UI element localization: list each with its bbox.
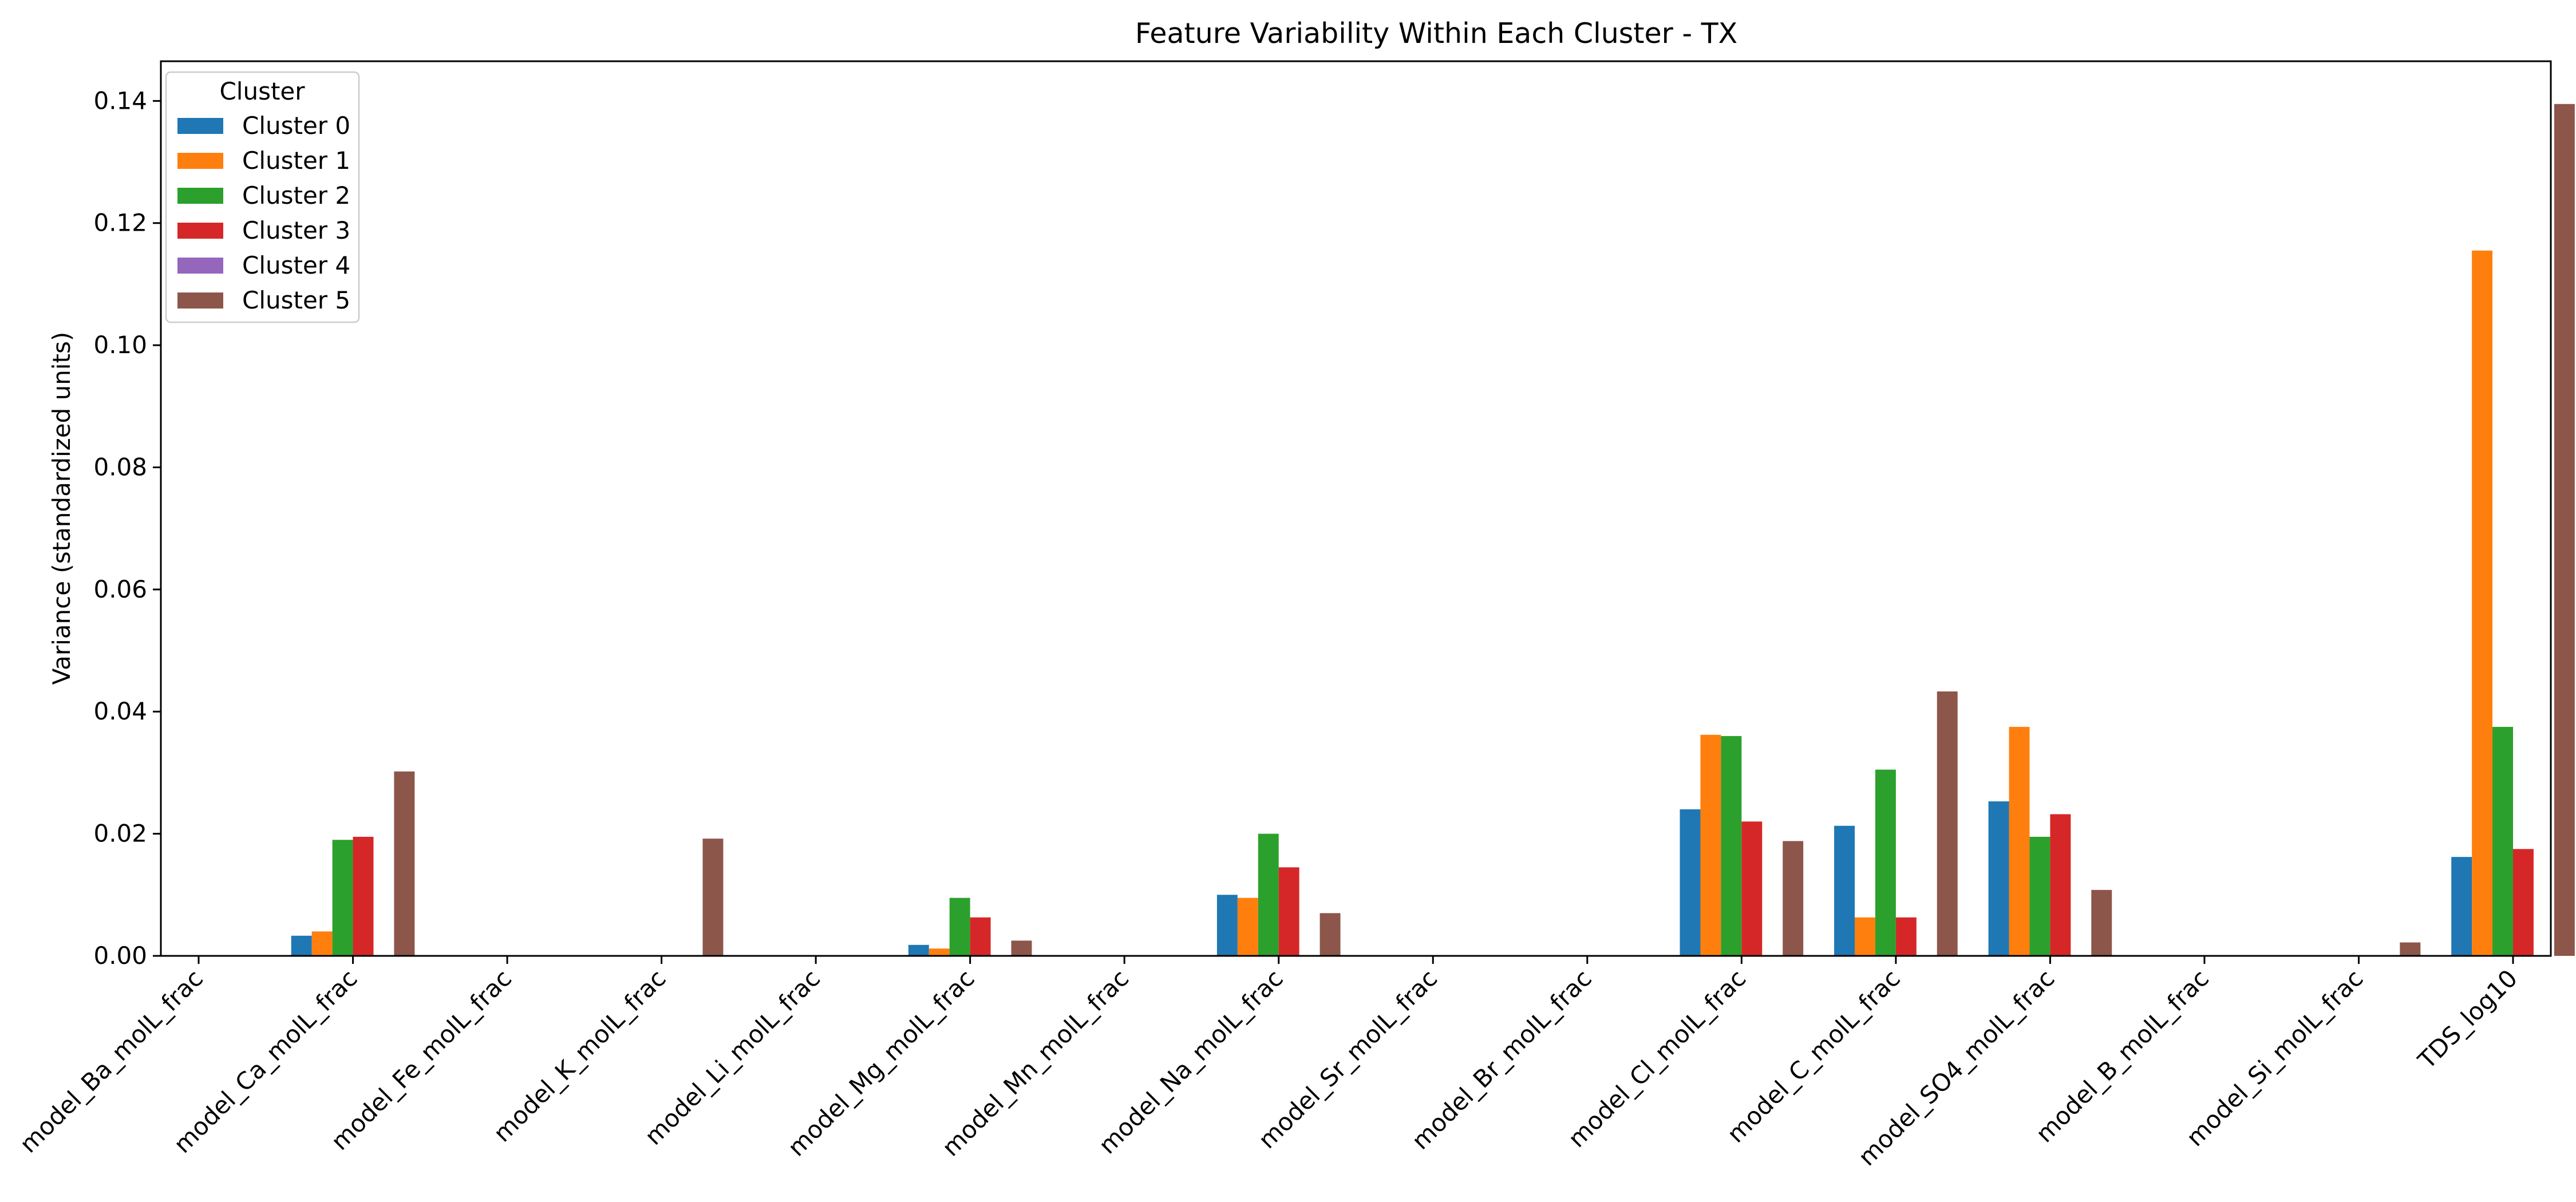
legend-label: Cluster 3 (242, 216, 350, 244)
bar-cluster-2-model_Na_molL_frac (1258, 833, 1279, 956)
bar-cluster-5-model_C_molL_frac (1937, 691, 1958, 956)
legend-label: Cluster 0 (242, 112, 350, 140)
y-tick-label: 0.04 (93, 697, 147, 725)
legend-title: Cluster (219, 77, 305, 105)
bar-cluster-2-model_Ca_molL_frac (332, 840, 353, 956)
bar-cluster-2-model_Mg_molL_frac (949, 897, 970, 956)
bar-cluster-5-model_SO4_molL_frac (2091, 889, 2112, 956)
bar-cluster-2-TDS_log10 (2492, 726, 2513, 956)
legend-swatch (177, 223, 223, 239)
bar-cluster-1-TDS_log10 (2472, 250, 2493, 956)
chart-title: Feature Variability Within Each Cluster … (1135, 17, 1737, 50)
bar-cluster-0-model_Na_molL_frac (1216, 895, 1238, 956)
bar-cluster-0-model_SO4_molL_frac (1988, 801, 2009, 956)
legend-swatch (177, 153, 223, 169)
bar-cluster-5-TDS_log10 (2554, 104, 2575, 956)
bar-cluster-1-model_Mg_molL_frac (929, 948, 950, 956)
bar-cluster-1-model_Ca_molL_frac (311, 931, 333, 956)
legend-entries: Cluster 0 Cluster 1 Cluster 2 Cluster 3 Clus… (177, 112, 350, 314)
legend-swatch (177, 118, 223, 134)
bar-cluster-2-model_Cl_molL_frac (1721, 736, 1742, 956)
bars-layer (291, 104, 2575, 956)
bar-cluster-3-model_Mg_molL_frac (970, 917, 991, 956)
bar-cluster-3-model_Ca_molL_frac (353, 836, 374, 956)
bar-cluster-5-model_Na_molL_frac (1319, 913, 1341, 956)
legend-label: Cluster 4 (242, 251, 350, 279)
bar-cluster-3-model_Na_molL_frac (1278, 867, 1299, 956)
y-tick-label: 0.12 (93, 209, 147, 237)
bar-cluster-0-model_C_molL_frac (1834, 825, 1855, 956)
bar-cluster-0-TDS_log10 (2451, 857, 2472, 956)
y-axis: 0.00 0.02 0.04 0.06 0.08 0.10 0.12 0.14 (93, 86, 161, 970)
legend-label: Cluster 5 (242, 286, 350, 314)
bar-cluster-5-model_Si_molL_frac (2400, 942, 2421, 956)
bar-cluster-5-model_K_molL_frac (702, 839, 724, 956)
y-tick-label: 0.10 (93, 331, 147, 359)
bar-cluster-5-model_Mg_molL_frac (1011, 940, 1032, 956)
y-tick-label: 0.14 (93, 86, 147, 114)
legend-label: Cluster 2 (242, 181, 350, 209)
legend-swatch (177, 292, 223, 309)
bar-cluster-2-model_SO4_molL_frac (2029, 836, 2050, 956)
bar-cluster-1-model_C_molL_frac (1854, 917, 1875, 956)
bar-cluster-0-model_Cl_molL_frac (1680, 809, 1701, 956)
y-tick-label: 0.08 (93, 453, 147, 481)
bar-cluster-2-model_C_molL_frac (1875, 769, 1896, 956)
y-axis-label: Variance (standardized units) (48, 332, 76, 685)
bar-cluster-1-model_Cl_molL_frac (1700, 734, 1721, 956)
plot-frame (160, 60, 2552, 957)
legend-label: Cluster 1 (242, 147, 350, 175)
bar-cluster-3-model_Cl_molL_frac (1741, 821, 1763, 956)
bar-cluster-1-model_SO4_molL_frac (2009, 726, 2030, 956)
bar-cluster-0-model_Ca_molL_frac (291, 935, 312, 956)
legend-swatch (177, 258, 223, 274)
bar-cluster-5-model_Ca_molL_frac (394, 771, 415, 956)
bar-cluster-0-model_Mg_molL_frac (908, 944, 929, 956)
y-tick-label: 0.00 (93, 942, 147, 970)
legend-swatch (177, 188, 223, 204)
y-tick-label: 0.02 (93, 820, 147, 848)
bar-cluster-1-model_Na_molL_frac (1237, 897, 1258, 956)
y-tick-label: 0.06 (93, 575, 147, 603)
bar-cluster-5-model_Cl_molL_frac (1783, 841, 1804, 956)
bar-cluster-3-TDS_log10 (2513, 849, 2534, 956)
bar-cluster-3-model_SO4_molL_frac (2050, 814, 2071, 956)
bar-cluster-3-model_C_molL_frac (1895, 917, 1917, 956)
